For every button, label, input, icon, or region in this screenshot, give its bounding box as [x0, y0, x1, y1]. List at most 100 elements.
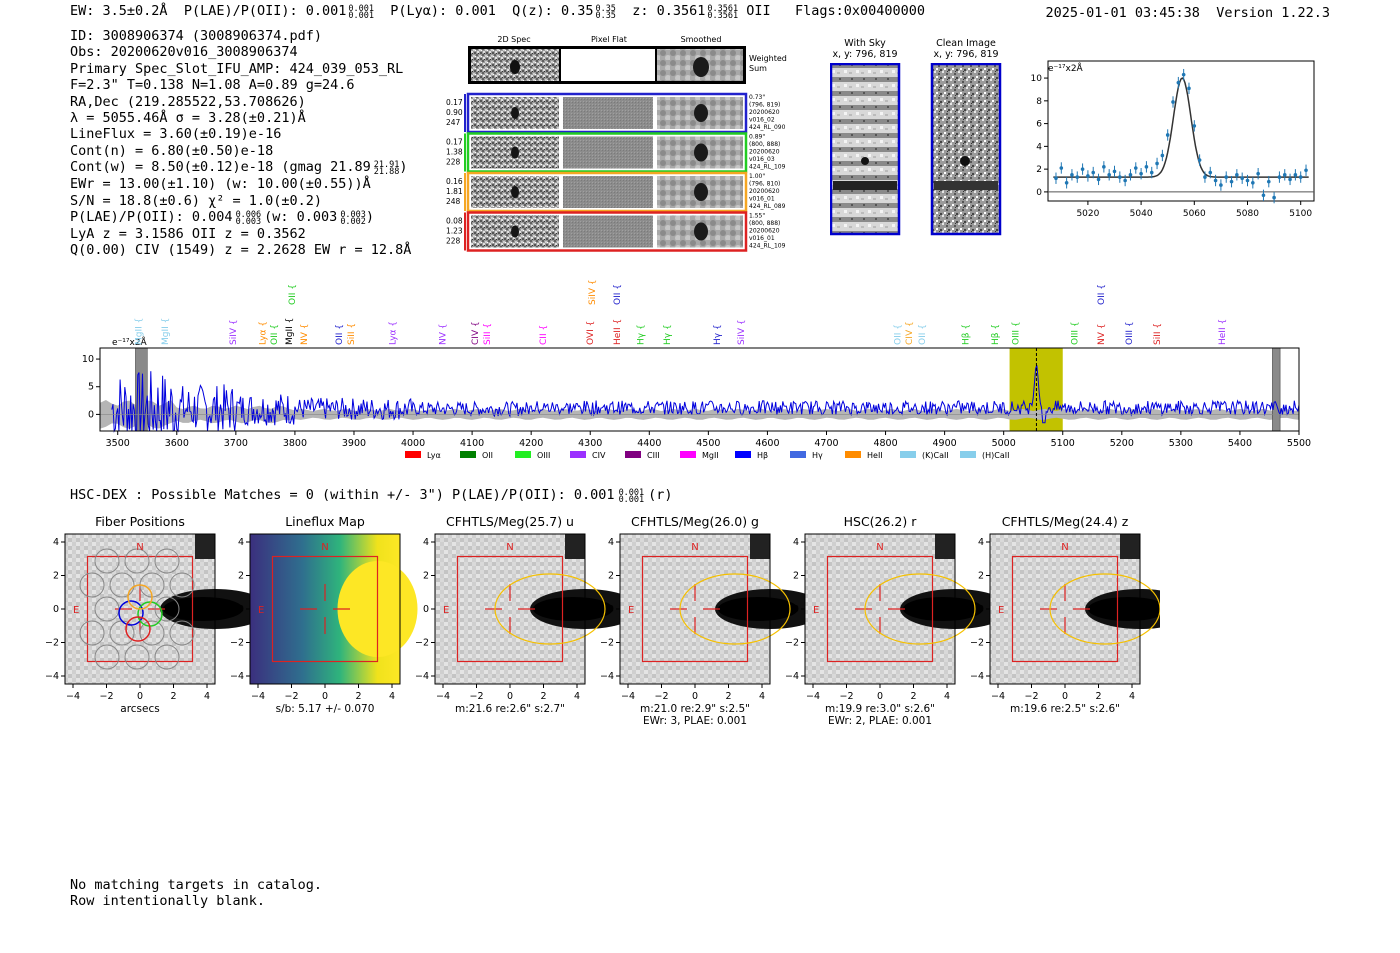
spectrum-line-label: MgII {: [285, 318, 295, 345]
thumbnail-ytick-label: −4: [970, 671, 984, 682]
thumbnail-ytick-label: 0: [793, 604, 799, 615]
fit-ytick-label: 6: [1036, 120, 1042, 130]
z-text: z: 0.3561: [632, 3, 706, 19]
spectrum-line-label: Hγ {: [713, 324, 723, 345]
thumbnail-north-label: N: [1061, 542, 1068, 553]
cutout-row-info: v016_01: [749, 196, 775, 203]
fit-data-point: [1059, 166, 1064, 170]
imaging-thumbnails: Fiber Positions N E −4 4 −2 2 0 0 2 −2 4 −4 arcsecs Li…: [45, 514, 1160, 725]
fit-data-point: [1219, 183, 1223, 187]
thumbnail-title: Lineflux Map: [285, 514, 365, 529]
with-sky-band: [833, 181, 897, 190]
fiber-circle-tertiary: [127, 584, 153, 610]
spectrum-xtick-label: 4500: [696, 438, 720, 449]
thumbnail-ytick-label: −2: [415, 638, 429, 649]
spectrum-legend-swatch: [515, 451, 531, 458]
spectrum-unit-label: e⁻¹⁷x2Å: [112, 336, 148, 348]
fit-ytick-label: 0: [1036, 188, 1042, 198]
footer-line-1: No matching targets in catalog.: [70, 877, 322, 893]
fit-data-point: [1235, 173, 1239, 177]
spectrum-line-label: NV {: [439, 324, 449, 345]
with-sky-title: With Sky: [844, 38, 886, 49]
fit-data-point: [1277, 175, 1282, 179]
fit-data-point: [1272, 195, 1276, 200]
spectrum-xtick-label: 5500: [1287, 438, 1311, 449]
cutout-row-info: 1.55": [749, 213, 765, 220]
cutout-row-info: 20200620: [749, 188, 780, 195]
detection-info: ID: 3008906374 (3008906374.pdf) Obs: 202…: [70, 28, 411, 259]
cutout-row-info: (800, 888): [749, 220, 780, 227]
thumbnail-xtick-label: −2: [99, 691, 113, 702]
info-radec: RA,Dec (219.285522,53.708626): [70, 93, 306, 110]
sky-images: [830, 63, 1002, 236]
spectrum-masked-region: [1272, 347, 1281, 432]
thumbnail-east-label: E: [998, 605, 1004, 616]
spectrum-xtick-label: 5000: [992, 438, 1016, 449]
spectrum-legend-label: CIV: [592, 451, 606, 460]
thumbnail-ytick-label: 4: [238, 537, 244, 548]
thumbnail-east-label: E: [628, 605, 634, 616]
thumbnail-east-label: E: [258, 605, 264, 616]
thumbnail-region-box: [1011, 555, 1119, 663]
info-contn: Cont(n) = 6.80(±0.50)e-18: [70, 142, 274, 159]
spectrum-line-label: Lyα {: [258, 321, 268, 345]
thumbnail-xtick-label: −2: [654, 691, 668, 702]
clean-image-source: [960, 156, 970, 166]
catalog-footer: No matching targets in catalog. Row inte…: [70, 877, 322, 909]
clean-image-header: Clean Image x, y: 796, 819: [926, 38, 1006, 60]
cutout-smoothed-source: [694, 183, 708, 201]
fit-data-point: [1171, 100, 1175, 104]
spectrum-legend-swatch: [680, 451, 696, 458]
with-sky-image: [830, 63, 901, 236]
thumbnail-title: CFHTLS/Meg(26.0) g: [631, 514, 759, 529]
thumbnail-region-box: [641, 555, 749, 663]
thumbnail-galaxy-core: [903, 597, 983, 621]
thumbnail-xtick-label: 4: [759, 691, 765, 702]
cutout-row-info: 0.73": [749, 94, 765, 101]
fit-data-point: [1181, 72, 1186, 77]
spectrum-xtick-label: 4100: [460, 438, 484, 449]
thumbnail-ytick-label: 2: [793, 571, 799, 582]
thumbnail-caption: arcsecs: [120, 703, 159, 715]
plya-text: P(Lyα): 0.001: [390, 3, 496, 19]
spectrum-legend-swatch: [570, 451, 586, 458]
thumbnail-title: CFHTLS/Meg(25.7) u: [446, 514, 574, 529]
thumbnail-panel: Fiber Positions N E −4 4 −2 2 0 0 2 −2 4 −4 arcsecs: [45, 514, 270, 715]
thumbnail-ytick-label: 2: [608, 571, 614, 582]
thumbnail-corner-star: [750, 534, 770, 559]
thumbnail-ytick-label: −2: [785, 638, 799, 649]
cutout-row-info: 424_RL_090: [749, 124, 786, 131]
fit-data-point: [1203, 175, 1207, 179]
cutout-col-label: Smoothed: [681, 35, 722, 44]
info-plae: P(LAE)/P(OII): 0.004: [70, 209, 233, 226]
version: Version 1.22.3: [1216, 5, 1330, 21]
spectrum-xtick-label: 4800: [873, 438, 897, 449]
info-lineflux: LineFlux = 3.60(±0.19)e-16: [70, 126, 282, 143]
spectrum-line-label: Hβ {: [991, 324, 1001, 345]
spectrum-line-label: OII {: [613, 284, 623, 305]
thumbnail-xtick-label: 2: [540, 691, 546, 702]
cutout-row-stat: 248: [446, 197, 461, 206]
fiber-circle: [94, 644, 120, 670]
thumbnail-panel: Lineflux Map N E −4 4 −2 2 0 0 2 −2 4 −4 s/b: 5.17 +/…: [230, 514, 418, 715]
thumbnail-xtick-label: −4: [991, 691, 1005, 702]
cutout-row-info: 20200620: [749, 149, 780, 156]
fit-ytick-label: 10: [1031, 74, 1043, 84]
z-line-name: OII: [746, 3, 771, 19]
fit-data-point: [1091, 170, 1096, 175]
spectrum-line-label: SiII {: [347, 323, 357, 345]
thumbnail-xtick-label: −4: [436, 691, 450, 702]
fit-data-point: [1149, 170, 1154, 175]
spectrum-line-label: OII {: [335, 324, 345, 345]
fit-ytick-label: 4: [1036, 142, 1042, 152]
thumbnail-xtick-label: −2: [1024, 691, 1038, 702]
thumbnail-panel: HSC(26.2) r N E −4 4 −2 2 0 0 2 −2 4 −4 m:19.9 re:3.0…: [785, 514, 1010, 725]
thumbnail-aperture-ellipse: [864, 573, 976, 645]
cutout-panel: 2D Spec Pixel Flat Smoothed Weighted Sum…: [446, 35, 787, 252]
thumbnail-xtick-label: 0: [877, 691, 883, 702]
spectrum-line-label: SiII {: [483, 323, 493, 345]
info-ewr: EWr = 13.00(±1.10) (w: 10.00(±0.55))Å: [70, 176, 371, 193]
spectrum-line-label: NV {: [1097, 324, 1107, 345]
fit-data-point: [1293, 173, 1298, 177]
cutout-row-stat: 1.81: [446, 187, 463, 196]
